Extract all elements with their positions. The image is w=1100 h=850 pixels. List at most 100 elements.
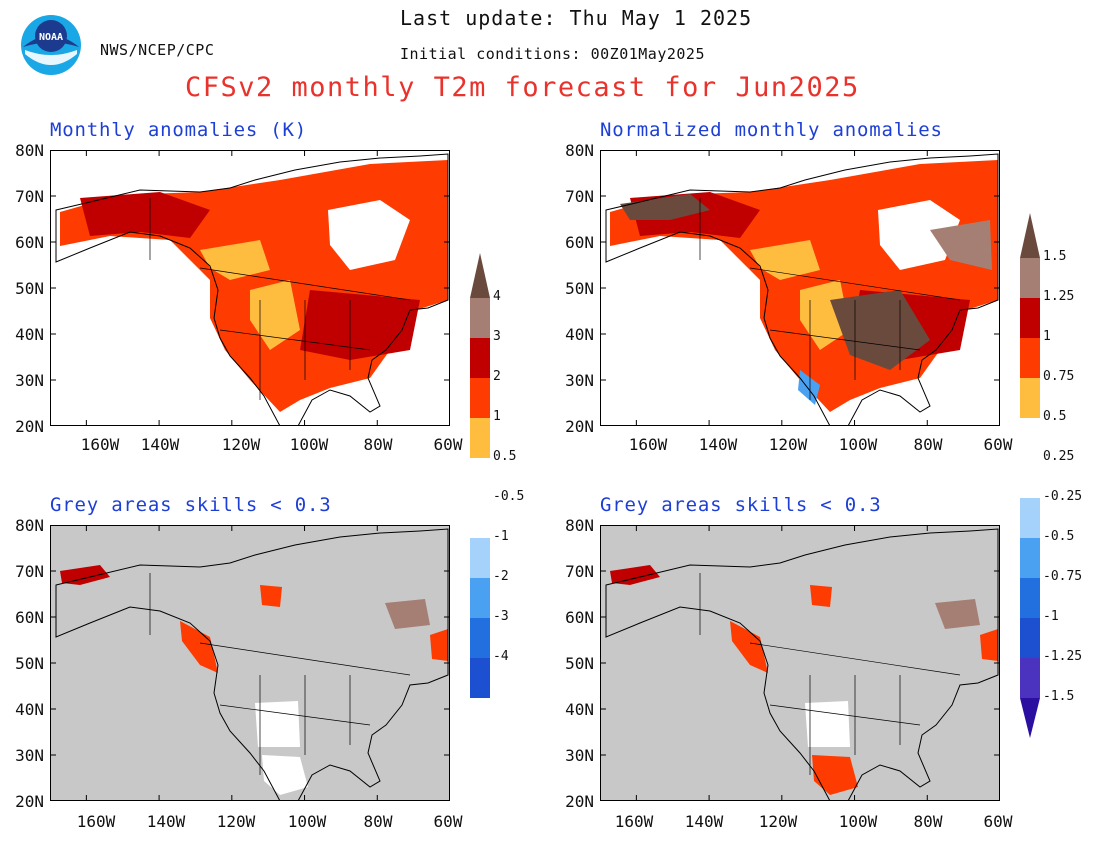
map-background <box>50 525 450 801</box>
last-update-text: Last update: Thu May 1 2025 <box>400 6 753 30</box>
skill-patch-white <box>255 701 300 747</box>
colorbar-segment <box>470 618 490 658</box>
colorbar-segment <box>1020 498 1040 538</box>
lon-label: 140W <box>698 435 738 454</box>
skill-patch-brown <box>385 599 430 629</box>
colorbar-segment <box>1020 618 1040 658</box>
colorbar-segment <box>1020 378 1040 418</box>
lat-label: 20N <box>15 792 44 811</box>
lat-label: 30N <box>15 371 44 390</box>
colorbar-segment <box>1020 298 1040 338</box>
colorbar-right-label: -1.25 <box>1043 649 1083 664</box>
anomaly-region-red <box>300 290 420 360</box>
colorbar-right-label: 1.25 <box>1043 289 1075 304</box>
initial-conditions-text: Initial conditions: 00Z01May2025 <box>400 45 705 63</box>
map-panel-skill-right <box>600 524 1001 802</box>
colorbar-segment <box>470 578 490 618</box>
hudson-bay <box>328 200 410 270</box>
colorbar-segment <box>470 538 490 578</box>
lat-label: 30N <box>15 746 44 765</box>
anomaly-region-yellow <box>800 280 850 350</box>
colorbar-right-label: -0.5 <box>1043 529 1075 544</box>
anomaly-region-brown <box>620 194 710 220</box>
map-canvas <box>50 524 451 802</box>
colorbar-left-label: 3 <box>493 329 501 344</box>
lon-label: 160W <box>628 435 668 454</box>
skill-patch-orange <box>260 585 282 607</box>
colorbar-segment <box>1020 658 1040 698</box>
political-border <box>699 573 961 775</box>
map-background <box>600 525 1000 801</box>
lat-label: 50N <box>15 279 44 298</box>
agency-text: NWS/NCEP/CPC <box>100 41 215 59</box>
panel-title-skill-right: Grey areas skills < 0.3 <box>600 494 882 516</box>
colorbar-left-label: 1 <box>493 409 501 424</box>
lon-label: 160W <box>614 812 654 831</box>
colorbar-left-label: -0.5 <box>493 489 525 504</box>
colorbar-left-label: -2 <box>493 569 509 584</box>
colorbar-segment <box>470 458 490 498</box>
lat-label: 40N <box>565 700 594 719</box>
lat-label: 20N <box>565 417 594 436</box>
lat-label: 60N <box>15 608 44 627</box>
lat-label: 50N <box>15 654 44 673</box>
colorbar-bottom-arrow <box>1020 698 1040 738</box>
lon-label: 60W <box>983 435 1013 454</box>
panel-title-normalized: Normalized monthly anomalies <box>600 119 943 141</box>
lat-label: 30N <box>565 746 594 765</box>
lon-label: 80W <box>363 435 393 454</box>
skill-patch-orange <box>730 621 768 673</box>
colorbar-left-label: 0.5 <box>493 449 517 464</box>
colorbar-right <box>1020 213 1040 738</box>
colorbar-segment <box>1020 458 1040 498</box>
panel-title-skill-left: Grey areas skills < 0.3 <box>50 494 332 516</box>
lon-label: 100W <box>287 812 327 831</box>
panel-title-anomalies: Monthly anomalies (K) <box>50 119 308 141</box>
map-panel-skill-left <box>50 524 451 802</box>
lat-label: 60N <box>565 608 594 627</box>
lat-label: 70N <box>565 562 594 581</box>
lat-label: 50N <box>565 279 594 298</box>
lon-label: 120W <box>221 435 261 454</box>
lat-label: 70N <box>565 187 594 206</box>
map-canvas <box>600 524 1001 802</box>
political-border <box>149 198 411 400</box>
lon-label: 140W <box>684 812 724 831</box>
lat-label: 80N <box>565 141 594 160</box>
colorbar-left-label: -3 <box>493 609 509 624</box>
lon-label: 160W <box>76 812 116 831</box>
colorbar-segment <box>470 658 490 698</box>
colorbar-left-label: -1 <box>493 529 509 544</box>
anomaly-region-yellow <box>200 240 270 280</box>
skill-patch-white <box>805 701 850 747</box>
colorbar-segment <box>1020 258 1040 298</box>
colorbar-right-label: 0.5 <box>1043 409 1067 424</box>
lat-label: 20N <box>565 792 594 811</box>
colorbar-top-arrow <box>1020 213 1040 258</box>
lat-label: 80N <box>15 141 44 160</box>
lat-label: 70N <box>15 187 44 206</box>
colorbar-right-label: 1 <box>1043 329 1051 344</box>
colorbar-right-label: -0.75 <box>1043 569 1083 584</box>
lon-label: 60W <box>433 812 463 831</box>
lat-label: 80N <box>565 516 594 535</box>
lon-label: 80W <box>913 812 943 831</box>
anomaly-region-lightbrown <box>930 220 992 270</box>
lon-label: 140W <box>140 435 180 454</box>
lat-label: 40N <box>15 700 44 719</box>
lat-label: 20N <box>15 417 44 436</box>
skill-patch-white <box>262 755 308 795</box>
skill-patch-red <box>60 565 110 585</box>
colorbar-segment <box>470 498 490 538</box>
colorbar-left-label: 2 <box>493 369 501 384</box>
lon-label: 100W <box>838 812 878 831</box>
skill-patch-orange <box>810 585 832 607</box>
anomaly-region-yellow <box>250 280 300 350</box>
lat-label: 70N <box>15 562 44 581</box>
svg-text:NOAA: NOAA <box>39 32 63 43</box>
colorbar-segment <box>1020 578 1040 618</box>
lon-label: 80W <box>913 435 943 454</box>
lon-label: 100W <box>289 435 329 454</box>
noaa-logo-icon: NOAA <box>21 15 81 75</box>
colorbar-left-label: 4 <box>493 289 501 304</box>
